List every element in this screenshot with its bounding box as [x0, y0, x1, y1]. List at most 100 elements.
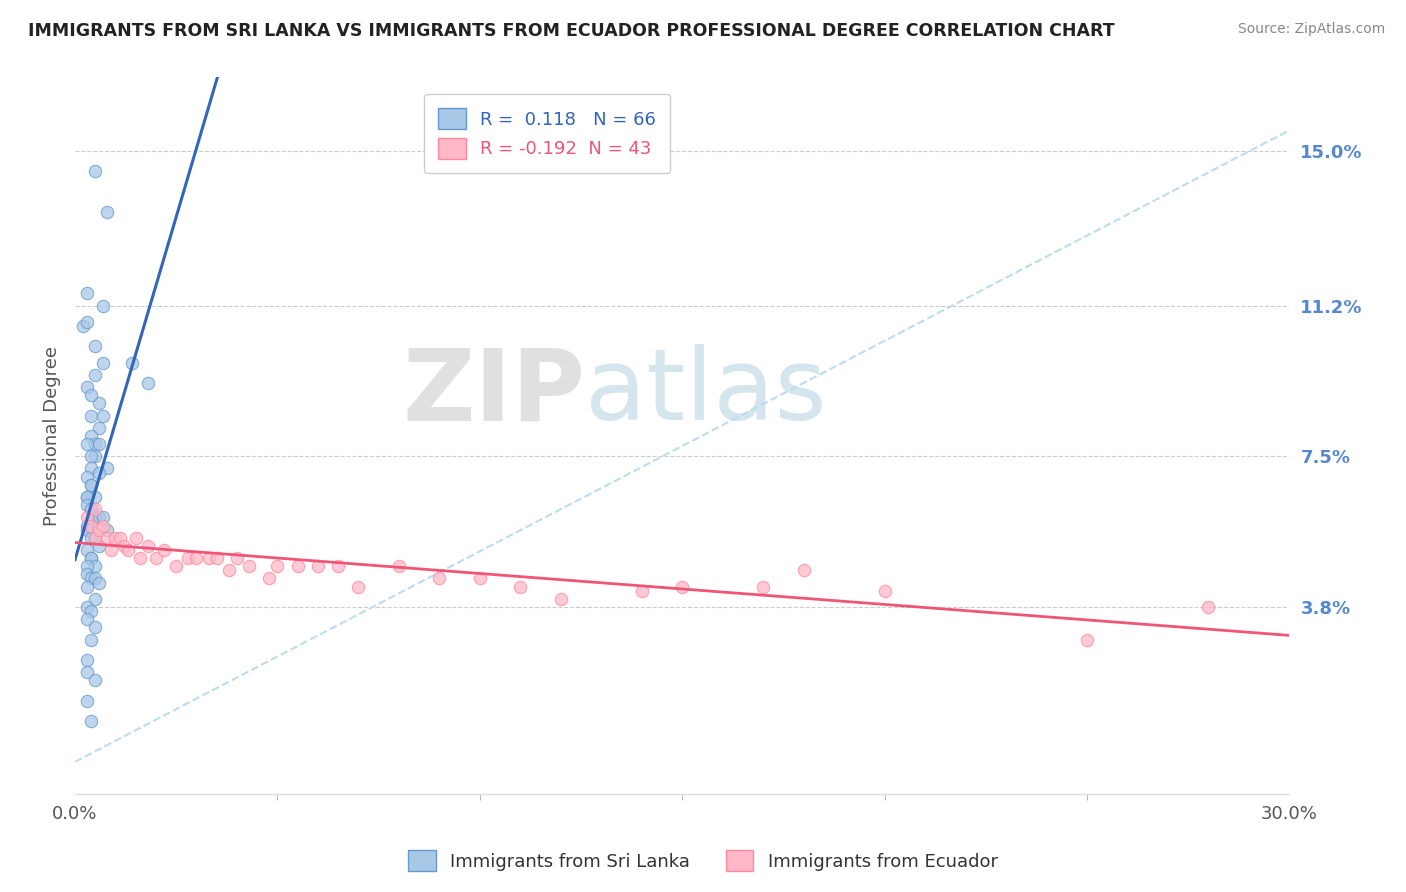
Point — [76, 498, 98, 512]
Point — [186, 551, 208, 566]
Point — [72, 318, 94, 333]
Point — [108, 531, 131, 545]
Point — [89, 539, 111, 553]
Point — [89, 523, 111, 537]
Point — [76, 599, 98, 614]
Point — [287, 559, 309, 574]
Point — [89, 437, 111, 451]
Point — [93, 299, 115, 313]
Point — [125, 531, 148, 545]
Point — [80, 518, 103, 533]
Point — [80, 632, 103, 647]
Point — [671, 580, 693, 594]
Point — [80, 572, 103, 586]
Point — [1076, 632, 1098, 647]
Point — [84, 531, 107, 545]
Point — [550, 591, 572, 606]
Point — [1197, 599, 1219, 614]
Point — [76, 510, 98, 524]
Point — [225, 551, 247, 566]
Point — [84, 450, 107, 464]
Legend: Immigrants from Sri Lanka, Immigrants from Ecuador: Immigrants from Sri Lanka, Immigrants fr… — [401, 843, 1005, 879]
Point — [427, 572, 450, 586]
Point — [76, 315, 98, 329]
Point — [80, 502, 103, 516]
Y-axis label: Professional Degree: Professional Degree — [44, 346, 60, 526]
Point — [89, 421, 111, 435]
Point — [76, 694, 98, 708]
Point — [96, 531, 118, 545]
Point — [93, 518, 115, 533]
Point — [96, 523, 118, 537]
Point — [76, 523, 98, 537]
Point — [205, 551, 228, 566]
Point — [84, 620, 107, 634]
Point — [76, 665, 98, 680]
Point — [100, 543, 122, 558]
Point — [76, 612, 98, 626]
Point — [80, 409, 103, 423]
Point — [197, 551, 219, 566]
Point — [80, 461, 103, 475]
Point — [307, 559, 329, 574]
Point — [112, 539, 135, 553]
Point — [121, 355, 143, 369]
Point — [117, 543, 139, 558]
Point — [84, 531, 107, 545]
Point — [266, 559, 288, 574]
Point — [76, 567, 98, 582]
Point — [793, 563, 815, 577]
Point — [76, 380, 98, 394]
Point — [128, 551, 150, 566]
Text: IMMIGRANTS FROM SRI LANKA VS IMMIGRANTS FROM ECUADOR PROFESSIONAL DEGREE CORRELA: IMMIGRANTS FROM SRI LANKA VS IMMIGRANTS … — [28, 22, 1115, 40]
Point — [80, 502, 103, 516]
Point — [347, 580, 370, 594]
Point — [80, 551, 103, 566]
Text: Source: ZipAtlas.com: Source: ZipAtlas.com — [1237, 22, 1385, 37]
Point — [326, 559, 349, 574]
Point — [509, 580, 531, 594]
Point — [84, 559, 107, 574]
Point — [80, 429, 103, 443]
Point — [80, 604, 103, 618]
Point — [873, 583, 896, 598]
Point — [93, 510, 115, 524]
Point — [84, 368, 107, 382]
Point — [104, 531, 127, 545]
Text: atlas: atlas — [585, 344, 827, 442]
Point — [84, 510, 107, 524]
Point — [93, 409, 115, 423]
Point — [84, 510, 107, 524]
Point — [80, 477, 103, 491]
Point — [84, 339, 107, 353]
Text: ZIP: ZIP — [402, 344, 585, 442]
Point — [165, 559, 187, 574]
Point — [80, 450, 103, 464]
Point — [96, 205, 118, 219]
Legend: R =  0.118   N = 66, R = -0.192  N = 43: R = 0.118 N = 66, R = -0.192 N = 43 — [425, 94, 671, 173]
Point — [238, 559, 260, 574]
Point — [388, 559, 411, 574]
Point — [89, 575, 111, 590]
Point — [76, 559, 98, 574]
Point — [76, 653, 98, 667]
Point — [177, 551, 200, 566]
Point — [259, 572, 281, 586]
Point — [96, 461, 118, 475]
Point — [84, 437, 107, 451]
Point — [80, 388, 103, 402]
Point — [468, 572, 491, 586]
Point — [218, 563, 240, 577]
Point — [76, 543, 98, 558]
Point — [84, 164, 107, 178]
Point — [76, 469, 98, 483]
Point — [80, 714, 103, 728]
Point — [89, 466, 111, 480]
Point — [76, 490, 98, 504]
Point — [145, 551, 167, 566]
Point — [84, 490, 107, 504]
Point — [84, 572, 107, 586]
Point — [84, 673, 107, 688]
Point — [93, 355, 115, 369]
Point — [80, 477, 103, 491]
